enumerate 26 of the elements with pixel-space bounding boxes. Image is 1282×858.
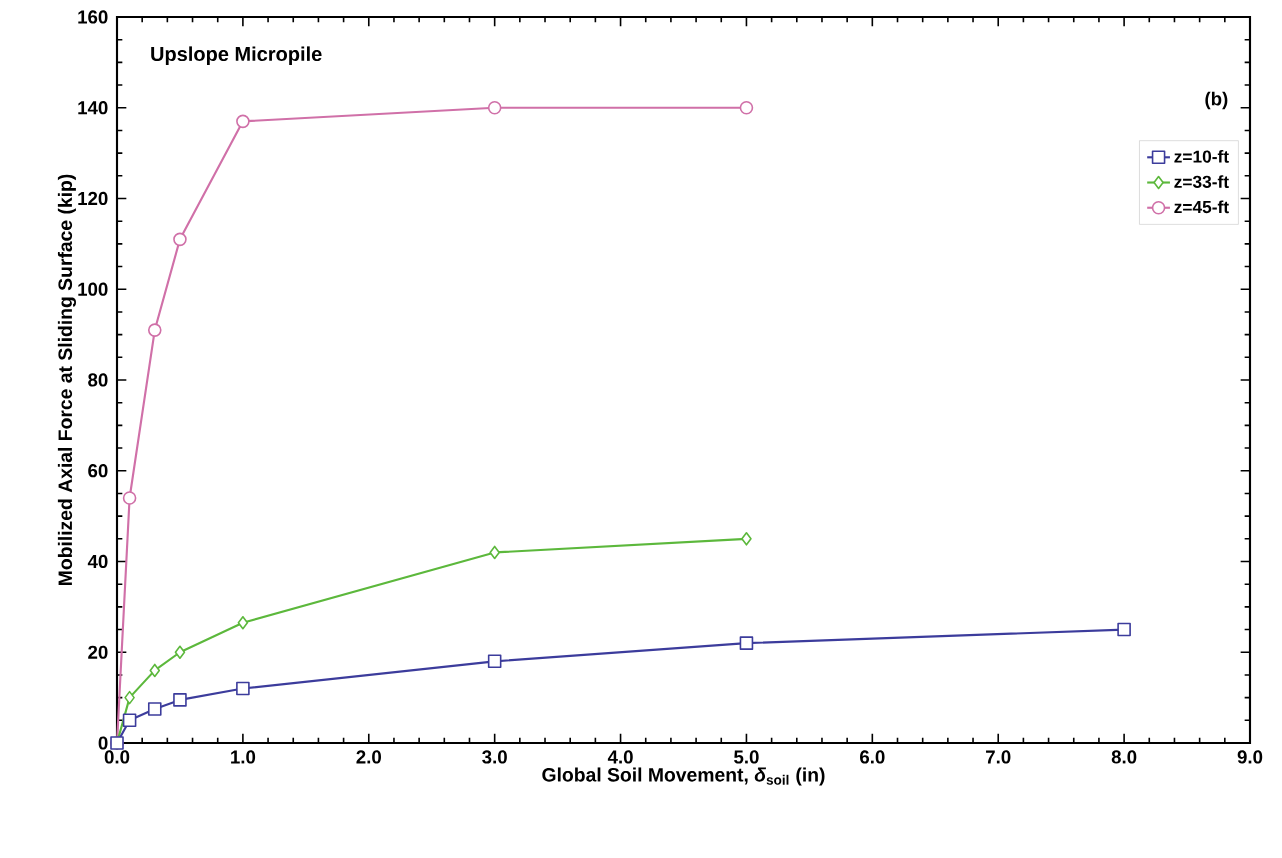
- x-tick-label: 8.0: [1111, 750, 1137, 764]
- y-tick-label: 0: [98, 736, 108, 750]
- y-tick-label: 140: [78, 101, 108, 115]
- x-tick-label: 4.0: [607, 750, 633, 764]
- x-tick-label: 5.0: [734, 750, 759, 764]
- text: Upslope Micropile: [151, 46, 322, 66]
- x-tick-label: 0.0: [104, 750, 130, 764]
- y-tick-label: 120: [78, 191, 108, 206]
- x-tick-label: 1.0: [231, 750, 256, 764]
- legend-label: z=10-ft: [1174, 150, 1229, 163]
- legend-label: z=33-ft: [1174, 175, 1229, 188]
- y-tick-label: 80: [88, 373, 108, 387]
- y-tick-label: 40: [87, 554, 108, 569]
- x-tick-label: 3.0: [482, 750, 507, 764]
- annotation: (b): [1205, 91, 1228, 110]
- x-tick-label: 9.0: [1237, 750, 1263, 764]
- y-tick-label: 100: [78, 282, 108, 296]
- y-tick-label: 160: [78, 10, 108, 24]
- x-tick-label: 7.0: [986, 750, 1011, 764]
- y-axis-title: Mobilized Axial Force at Sliding Surface (kip): [57, 174, 76, 585]
- x-axis-title: Global Soil Movement, δ$_{soil}$ (in): [542, 767, 825, 786]
- legend-label: z=45-ft: [1174, 200, 1229, 214]
- y-tick-label: 60: [88, 464, 108, 478]
- x-tick-label: 6.0: [860, 750, 885, 764]
- y-tick-label: 20: [88, 645, 108, 659]
- x-tick-label: 2.0: [356, 750, 381, 764]
